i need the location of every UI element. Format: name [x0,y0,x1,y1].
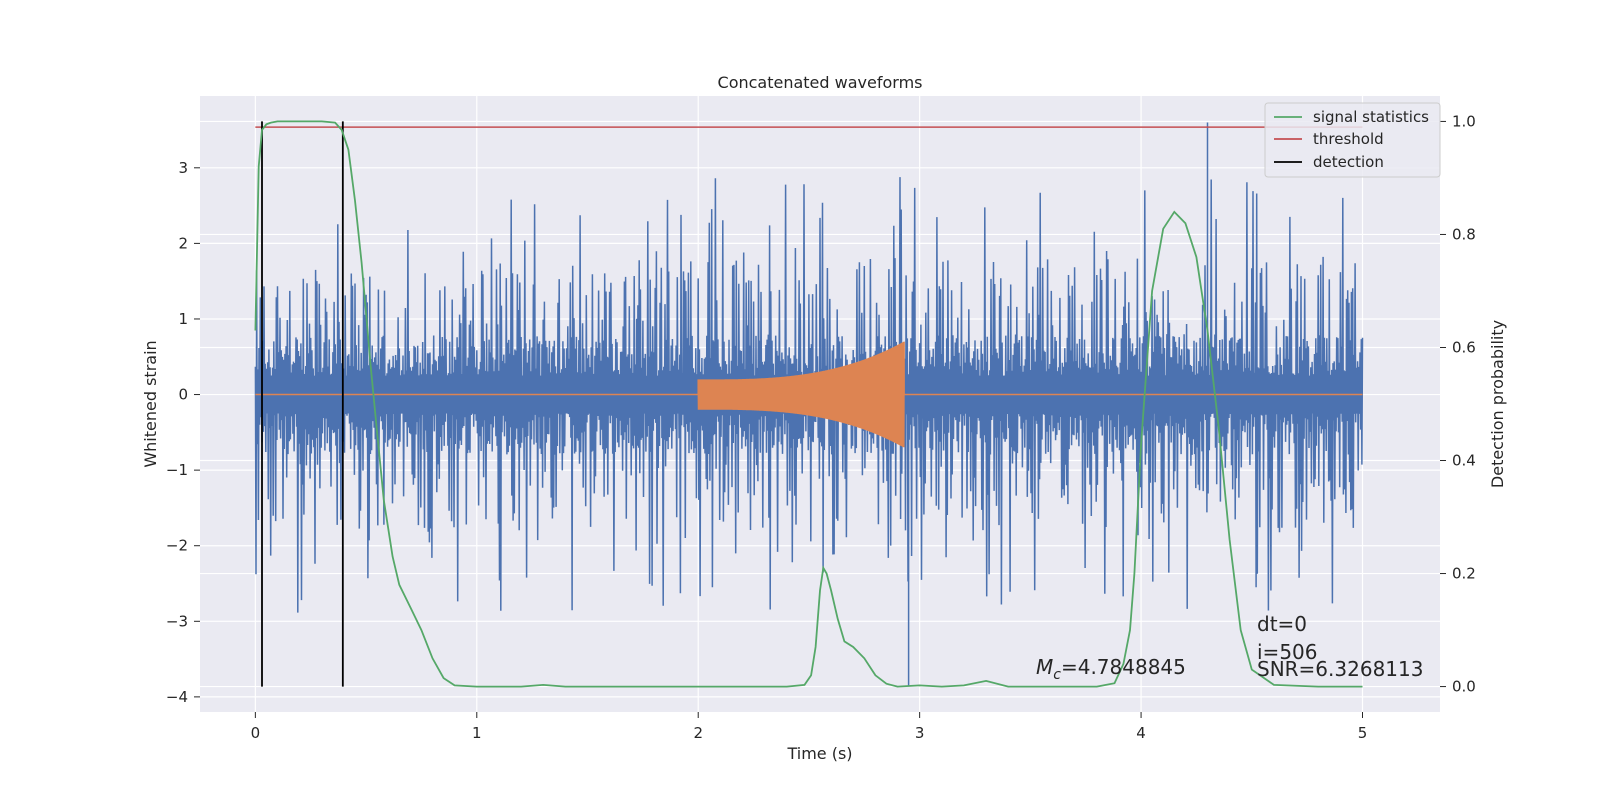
legend-box [1264,102,1441,178]
y-tick-label: −4 [166,688,188,706]
x-tick-label: 2 [693,724,703,742]
y-tick-label: 0 [178,386,188,404]
annotations: Mc=4.7848845 dt=0 i=506 SNR=6.3268113 [1036,612,1423,683]
y2-axis-label: Detection probability [1488,320,1507,488]
y-tick-label: −3 [166,612,188,630]
signal-statistics-series [254,120,1363,688]
y2-tick-label: 0.2 [1452,565,1476,583]
x-tick-label: 0 [251,724,261,742]
y2-tick-label: 1.0 [1452,112,1476,130]
detection-lines [261,121,344,687]
y2-tick-label: 0.6 [1452,338,1476,356]
x-axis-label: Time (s) [786,744,852,763]
y-tick-label: 3 [178,159,188,177]
y2-tick-label: 0.0 [1452,678,1476,696]
y-tick-label: 1 [178,310,188,328]
legend-label-signal-statistics: signal statistics [1313,108,1429,126]
legend-label-detection: detection [1313,153,1384,171]
x-tick-label: 4 [1136,724,1146,742]
snr-annotation: SNR=6.3268113 [1257,657,1423,681]
y2-axis-ticks: 0.0 0.2 0.4 0.6 0.8 1.0 [1440,112,1476,696]
template-series [255,341,1363,448]
chart-title: Concatenated waveforms [718,73,923,92]
y-tick-label: −1 [166,461,188,479]
x-tick-label: 5 [1358,724,1368,742]
y2-tick-label: 0.8 [1452,225,1476,243]
y-axis-label: Whitened strain [141,340,160,467]
y-tick-label: 2 [178,234,188,252]
x-tick-label: 1 [472,724,482,742]
strain-series [254,122,1364,686]
y2-tick-label: 0.4 [1452,452,1476,470]
legend-label-threshold: threshold [1313,130,1384,148]
mc-annotation: Mc=4.7848845 [1036,655,1186,683]
x-tick-label: 3 [915,724,925,742]
x-axis-ticks: 0 1 2 3 4 5 [251,712,1368,742]
i-annotation: i=506 [1257,640,1318,664]
y-tick-label: −2 [166,537,188,555]
dt-annotation: dt=0 [1257,612,1307,636]
legend: signal statistics threshold detection [1264,102,1441,178]
y-axis-ticks: −4 −3 −2 −1 0 1 2 3 [166,159,200,706]
